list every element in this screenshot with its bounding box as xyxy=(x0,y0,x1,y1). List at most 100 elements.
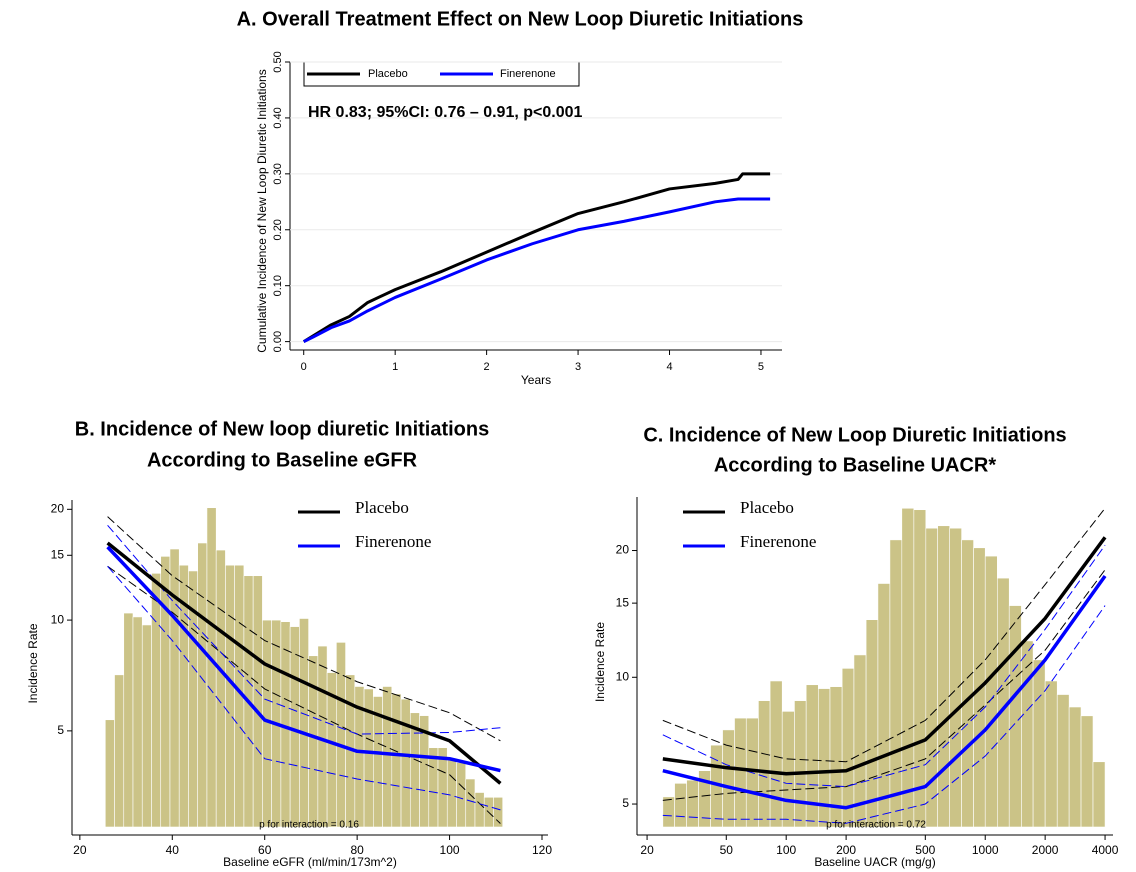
x-tick-label: 40 xyxy=(166,843,180,857)
histogram-bar xyxy=(662,796,675,828)
legend-label: Finerenone xyxy=(740,532,816,551)
histogram-bar xyxy=(794,700,807,828)
x-tick-label: 1 xyxy=(392,361,398,373)
histogram-bar xyxy=(391,693,402,828)
x-tick-label: 2 xyxy=(484,361,490,373)
chart-title: B. Incidence of New loop diuretic Initia… xyxy=(75,418,489,440)
legend-label: Placebo xyxy=(740,498,794,517)
histogram-bar xyxy=(400,698,411,828)
histogram-bar xyxy=(299,618,309,828)
x-tick-label: 2000 xyxy=(1032,843,1059,857)
histogram-bar xyxy=(686,779,699,828)
y-tick-label: 20 xyxy=(51,501,65,515)
y-tick-label: 5 xyxy=(622,796,629,810)
histogram-bar xyxy=(865,619,879,828)
histogram-bar xyxy=(336,642,346,828)
histogram-bar xyxy=(984,555,998,828)
histogram-bar xyxy=(456,762,467,828)
histogram-bar xyxy=(289,626,300,828)
x-tick-label: 100 xyxy=(776,843,796,857)
y-axis-label: Incidence Rate xyxy=(593,622,607,702)
histogram-bar xyxy=(1021,640,1034,828)
histogram-bar xyxy=(446,758,457,828)
histogram-bar xyxy=(1092,761,1106,828)
x-tick-label: 20 xyxy=(640,843,654,857)
y-tick-label: 0.00 xyxy=(272,331,284,352)
x-tick-label: 0 xyxy=(301,361,307,373)
histogram-bar xyxy=(841,668,855,828)
y-tick-label: 0.40 xyxy=(272,107,284,128)
chart-title: According to Baseline eGFR xyxy=(147,449,418,471)
histogram-bar xyxy=(252,575,263,828)
y-tick-label: 10 xyxy=(616,669,630,683)
histogram-bar xyxy=(1044,680,1058,828)
y-tick-label: 10 xyxy=(51,612,65,626)
histogram-bar xyxy=(1068,706,1082,828)
annotation: HR 0.83; 95%CI: 0.76 – 0.91, p<0.001 xyxy=(308,104,582,121)
y-tick-label: 0.10 xyxy=(272,275,284,296)
chart-title: C. Incidence of New Loop Diuretic Initia… xyxy=(643,424,1066,446)
legend-label: Placebo xyxy=(355,498,409,517)
histogram-bar xyxy=(1008,605,1022,828)
histogram-bar xyxy=(769,680,783,828)
annotation: p for interaction = 0.16 xyxy=(259,820,359,831)
histogram-bar xyxy=(758,700,771,828)
series-line xyxy=(106,545,501,773)
x-tick-label: 20 xyxy=(73,843,87,857)
x-tick-label: 60 xyxy=(258,843,272,857)
legend-label: Finerenone xyxy=(355,532,431,551)
histogram-bar xyxy=(1032,659,1046,828)
histogram-bar xyxy=(913,509,927,828)
histogram-bar xyxy=(889,539,903,828)
histogram-bar xyxy=(382,686,393,828)
ci-line xyxy=(662,569,1106,801)
y-tick-label: 5 xyxy=(57,723,64,737)
histogram-bar xyxy=(474,792,485,828)
histogram-bar xyxy=(132,616,143,828)
x-tick-label: 4000 xyxy=(1092,843,1119,857)
histogram-bar xyxy=(206,507,217,828)
histogram-bar xyxy=(493,796,504,828)
ci-line xyxy=(107,565,501,811)
y-tick-label: 15 xyxy=(51,547,65,561)
histogram-bar xyxy=(781,711,795,828)
x-tick-label: 5 xyxy=(758,361,764,373)
y-tick-label: 15 xyxy=(616,595,630,609)
y-axis-label: Incidence Rate xyxy=(26,623,40,703)
annotation: p for interaction = 0.72 xyxy=(826,820,926,831)
series-line xyxy=(662,536,1107,776)
chart-title: A. Overall Treatment Effect on New Loop … xyxy=(237,8,804,30)
y-tick-label: 0.20 xyxy=(272,219,284,240)
histogram-bar xyxy=(197,542,208,828)
histogram-bar xyxy=(877,583,891,828)
x-tick-label: 1000 xyxy=(972,843,999,857)
legend-label: Placebo xyxy=(368,68,408,80)
x-tick-label: 80 xyxy=(350,843,364,857)
histogram-bar xyxy=(317,645,328,828)
histogram-bar xyxy=(1080,715,1094,828)
x-tick-label: 120 xyxy=(532,843,552,857)
ci-line xyxy=(662,507,1106,763)
chart-title: According to Baseline UACR* xyxy=(714,454,996,476)
histogram-bar xyxy=(114,674,125,828)
y-tick-label: 0.50 xyxy=(272,51,284,72)
x-tick-label: 3 xyxy=(575,361,581,373)
histogram-bar xyxy=(169,548,180,828)
histogram-bar xyxy=(901,507,915,828)
histogram-bar xyxy=(215,549,226,828)
legend-label: Finerenone xyxy=(500,68,556,80)
x-tick-label: 200 xyxy=(836,843,856,857)
series-line xyxy=(662,574,1107,810)
histogram-bar xyxy=(1056,694,1070,828)
y-tick-label: 0.30 xyxy=(272,163,284,184)
histogram-bar xyxy=(151,573,162,828)
ci-line xyxy=(662,605,1106,824)
series-line xyxy=(302,172,771,343)
x-axis-label: Baseline UACR (mg/g) xyxy=(814,855,935,869)
histogram-bar xyxy=(949,527,962,828)
histogram-bar xyxy=(308,655,319,828)
ci-line xyxy=(107,516,501,742)
x-tick-label: 100 xyxy=(440,843,460,857)
histogram-bar xyxy=(734,717,747,828)
